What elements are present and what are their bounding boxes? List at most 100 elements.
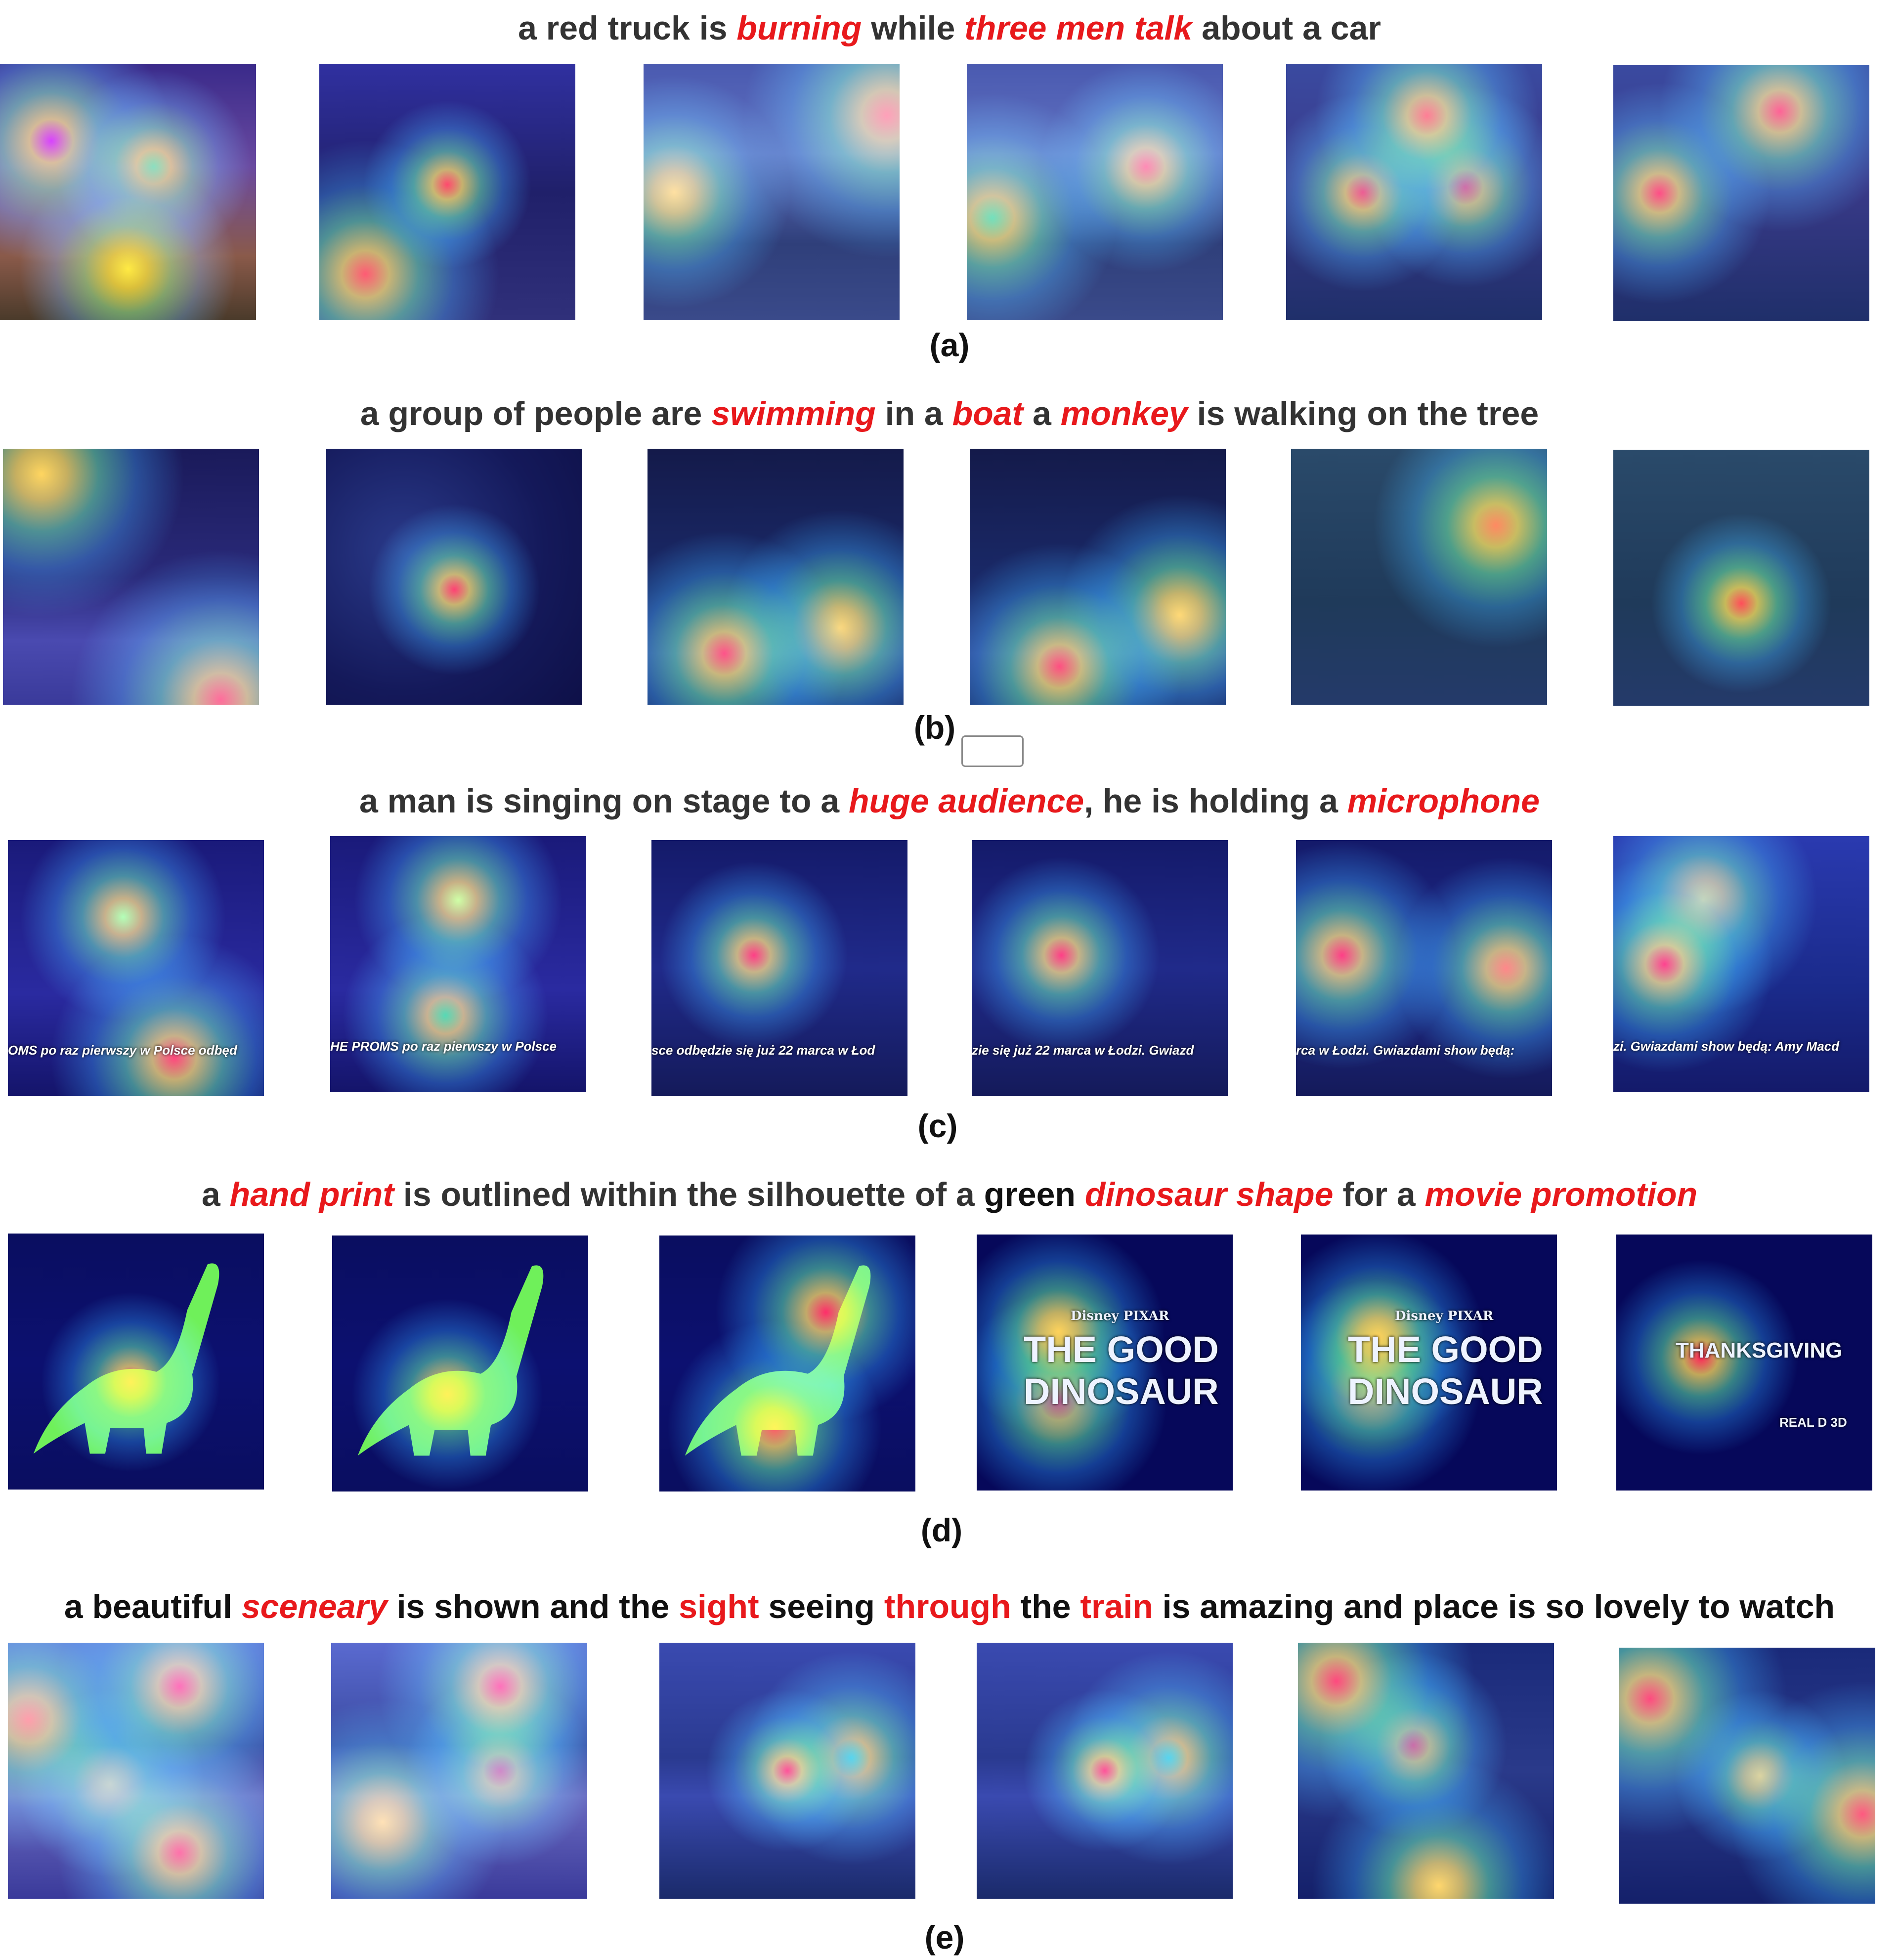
caption-row-c: a man is singing on stage to a huge audi…: [0, 782, 1899, 820]
empty-text-box[interactable]: [961, 735, 1024, 767]
real-d-3d-logo-text: REAL D 3D: [1779, 1415, 1847, 1430]
label-row-a: (a): [929, 327, 970, 363]
caption-word-segment: is outlined within the silhouette of a: [393, 1176, 984, 1213]
heatmap-frame-d2: [332, 1236, 588, 1491]
caption-row-b: a group of people are swimming in a boat…: [0, 394, 1899, 433]
attention-heatmap-overlay: [1301, 1235, 1557, 1491]
heatmap-frame-e6: [1619, 1648, 1875, 1904]
attention-heatmap-overlay: [1296, 840, 1552, 1096]
attention-heatmap-overlay: [332, 1236, 588, 1491]
caption-word-segment: green: [984, 1176, 1076, 1213]
attention-heatmap-overlay: [8, 840, 264, 1096]
caption-word-segment: is shown and the: [387, 1588, 679, 1625]
attention-heatmap-overlay: [1286, 64, 1542, 320]
caption-word-segment: hand print: [229, 1176, 394, 1213]
caption-word-segment: a man is singing on stage to a: [359, 782, 849, 820]
caption-word-segment: is amazing and place is so lovely to wat…: [1153, 1588, 1835, 1625]
tv-ticker-text: sce odbędzie się już 22 marca w Łod: [651, 1043, 875, 1058]
caption-word-segment: sight: [679, 1588, 759, 1625]
caption-word-segment: a red truck is: [518, 9, 737, 47]
caption-word-segment: a: [1023, 395, 1061, 432]
heatmap-frame-b2: [326, 449, 582, 705]
heatmap-frame-e4: [977, 1643, 1233, 1899]
heatmap-frame-a5: [1286, 64, 1542, 320]
attention-heatmap-overlay: [977, 1643, 1233, 1899]
attention-heatmap-overlay: [3, 449, 259, 705]
attention-heatmap-overlay: [1613, 836, 1869, 1092]
attention-heatmap-overlay: [1619, 1648, 1875, 1904]
heatmap-frame-a2: [319, 64, 575, 320]
movie-title-text: DINOSAUR: [1348, 1371, 1543, 1412]
heatmap-frame-c2: HE PROMS po raz pierwszy w Polsce: [330, 836, 586, 1092]
movie-title-text: THANKSGIVING: [1676, 1338, 1843, 1363]
caption-word-segment: swimming: [711, 395, 876, 432]
attention-heatmap-overlay: [8, 1643, 264, 1899]
movie-title-text: THE GOOD: [1348, 1329, 1543, 1370]
label-row-c: (c): [917, 1108, 958, 1144]
attention-heatmap-overlay: [1291, 449, 1547, 705]
tv-ticker-text: zi. Gwiazdami show będą: Amy Macd: [1613, 1039, 1840, 1054]
heatmap-frame-c1: OMS po raz pierwszy w Polsce odbęd: [8, 840, 264, 1096]
attention-heatmap-overlay: [651, 840, 907, 1096]
attention-heatmap-overlay: [319, 64, 575, 320]
heatmap-frame-a3: [644, 64, 900, 320]
caption-word-segment: while: [862, 9, 965, 47]
caption-row-d: a hand print is outlined within the silh…: [0, 1175, 1899, 1214]
heatmap-frame-b1: [3, 449, 259, 705]
heatmap-frame-a1: [0, 64, 256, 320]
heatmap-frame-b6: [1613, 450, 1869, 706]
caption-word-segment: dinosaur shape: [1084, 1176, 1334, 1213]
caption-word-segment: seeing: [759, 1588, 884, 1625]
heatmap-frame-e5: [1298, 1643, 1554, 1899]
heatmap-frame-d4: Disney PIXAR THE GOOD DINOSAUR: [977, 1235, 1233, 1491]
attention-heatmap-overlay: [0, 64, 256, 320]
attention-heatmap-overlay: [970, 449, 1226, 705]
caption-word-segment: about a car: [1192, 9, 1381, 47]
caption-word-segment: boat: [952, 395, 1024, 432]
tv-ticker-text: rca w Łodzi. Gwiazdami show będą:: [1296, 1043, 1515, 1058]
heatmap-frame-d3: [659, 1236, 915, 1491]
caption-word-segment: is walking on the tree: [1187, 395, 1539, 432]
attention-heatmap-overlay: [331, 1643, 587, 1899]
heatmap-frame-a4: [967, 64, 1223, 320]
caption-word-segment: microphone: [1347, 782, 1540, 820]
attention-heatmap-overlay: [967, 64, 1223, 320]
attention-heatmap-overlay: [326, 449, 582, 705]
caption-word-segment: , he is holding a: [1084, 782, 1347, 820]
heatmap-frame-d6: THANKSGIVING REAL D 3D: [1616, 1235, 1872, 1491]
heatmap-frame-c4: zie się już 22 marca w Łodzi. Gwiazd: [972, 840, 1228, 1096]
movie-title-text: THE GOOD: [1024, 1329, 1219, 1370]
caption-word-segment: three men talk: [964, 9, 1193, 47]
caption-word-segment: movie promotion: [1424, 1176, 1698, 1213]
caption-word-segment: in a: [875, 395, 952, 432]
caption-word-segment: burning: [736, 9, 862, 47]
attention-heatmap-overlay: [1298, 1643, 1554, 1899]
attention-heatmap-overlay: [1616, 1235, 1872, 1491]
caption-word-segment: huge audience: [848, 782, 1084, 820]
heatmap-frame-d1: [8, 1234, 264, 1490]
attention-heatmap-overlay: [330, 836, 586, 1092]
tv-ticker-text: HE PROMS po raz pierwszy w Polsce: [330, 1039, 557, 1054]
heatmap-frame-b4: [970, 449, 1226, 705]
heatmap-frame-b3: [647, 449, 904, 705]
tv-ticker-text: zie się już 22 marca w Łodzi. Gwiazd: [972, 1043, 1194, 1058]
heatmap-frame-a6: [1613, 65, 1869, 321]
heatmap-frame-b5: [1291, 449, 1547, 705]
heatmap-frame-c6: zi. Gwiazdami show będą: Amy Macd: [1613, 836, 1869, 1092]
caption-word-segment: monkey: [1060, 395, 1188, 432]
disney-pixar-logo-text: Disney PIXAR: [1071, 1309, 1169, 1323]
movie-title-text: DINOSAUR: [1024, 1371, 1219, 1412]
attention-heatmap-overlay: [1613, 450, 1869, 706]
label-row-e: (e): [924, 1919, 965, 1956]
heatmap-frame-c5: rca w Łodzi. Gwiazdami show będą:: [1296, 840, 1552, 1096]
caption-word-segment: a: [201, 1176, 230, 1213]
heatmap-frame-e3: [659, 1643, 915, 1899]
attention-heatmap-overlay: [977, 1235, 1233, 1491]
caption-word-segment: sceneary: [241, 1588, 388, 1625]
attention-heatmap-overlay: [659, 1643, 915, 1899]
caption-word-segment: a group of people are: [360, 395, 712, 432]
tv-ticker-text: OMS po raz pierwszy w Polsce odbęd: [8, 1043, 237, 1058]
attention-heatmap-overlay: [972, 840, 1228, 1096]
label-row-d: (d): [920, 1512, 963, 1548]
heatmap-frame-c3: sce odbędzie się już 22 marca w Łod: [651, 840, 907, 1096]
